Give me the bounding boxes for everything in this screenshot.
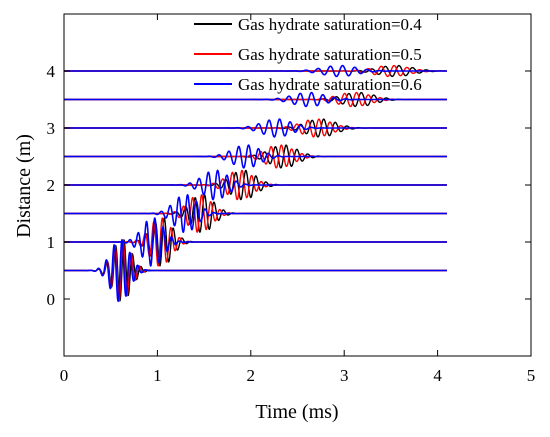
trace-line: [63, 64, 448, 78]
y-axis: 0 1 2 3 4: [47, 62, 531, 309]
trace-line: [63, 193, 448, 234]
trace-line: [63, 144, 448, 169]
legend-label: Gas hydrate saturation=0.4: [238, 15, 422, 34]
y-tick-label: 4: [47, 62, 56, 81]
x-tick-label: 4: [433, 366, 442, 385]
trace-line: [63, 239, 448, 302]
x-tick-label: 0: [60, 366, 69, 385]
x-tick-label: 1: [153, 366, 162, 385]
y-tick-label: 0: [47, 290, 56, 309]
legend-label: Gas hydrate saturation=0.5: [238, 45, 422, 64]
traces: [63, 64, 448, 302]
legend: Gas hydrate saturation=0.4 Gas hydrate sa…: [194, 15, 422, 94]
x-axis: 0 1 2 3 4 5: [60, 14, 536, 385]
trace-line: [63, 118, 448, 138]
y-tick-label: 1: [47, 233, 56, 252]
trace-line: [63, 169, 448, 201]
trace-line: [63, 217, 448, 267]
x-axis-label: Time (ms): [255, 401, 338, 423]
x-tick-label: 3: [340, 366, 349, 385]
y-tick-label: 3: [47, 119, 56, 138]
trace-line: [63, 91, 448, 108]
y-tick-label: 2: [47, 176, 56, 195]
x-tick-label: 2: [247, 366, 256, 385]
y-axis-label: Distance (m): [13, 134, 35, 238]
legend-label: Gas hydrate saturation=0.6: [238, 75, 422, 94]
x-tick-label: 5: [527, 366, 536, 385]
